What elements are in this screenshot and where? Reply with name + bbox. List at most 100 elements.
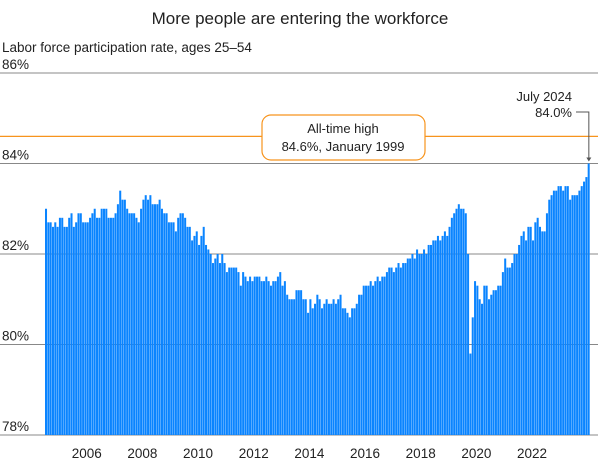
bar — [334, 303, 337, 435]
bar — [179, 213, 182, 435]
bar — [330, 303, 333, 435]
bar — [82, 222, 85, 435]
bar — [341, 308, 344, 435]
bar — [200, 235, 203, 435]
bar — [147, 199, 150, 435]
bar — [397, 263, 400, 435]
y-tick-label: 82% — [2, 238, 29, 253]
bar — [360, 294, 363, 435]
bar — [587, 163, 590, 435]
bar — [281, 285, 284, 435]
bar — [239, 285, 242, 435]
bar — [184, 217, 187, 435]
bar — [557, 186, 560, 435]
bar — [256, 276, 259, 435]
bar — [304, 299, 307, 435]
bar — [63, 226, 66, 435]
bar — [156, 204, 159, 435]
bar — [232, 267, 235, 435]
bar — [205, 244, 208, 435]
bar — [91, 213, 94, 435]
bar — [337, 299, 340, 435]
bar — [573, 195, 576, 435]
bar — [96, 217, 99, 435]
bar — [144, 195, 147, 435]
bar — [126, 208, 129, 435]
bar — [425, 254, 428, 435]
bar — [154, 204, 157, 435]
bar — [534, 222, 537, 435]
bar — [358, 294, 361, 435]
bar — [413, 258, 416, 435]
bar — [288, 299, 291, 435]
bar — [177, 217, 180, 435]
bar — [251, 281, 254, 435]
bar — [378, 281, 381, 435]
x-tick-label: 2022 — [517, 446, 547, 461]
bar — [499, 285, 502, 435]
bar — [109, 217, 112, 435]
bar — [566, 186, 569, 435]
bar — [283, 281, 286, 435]
bar — [160, 208, 163, 435]
bar — [462, 208, 465, 435]
bar — [416, 249, 419, 435]
bar — [559, 186, 562, 435]
bar — [260, 281, 263, 435]
bar — [497, 285, 500, 435]
bar — [151, 204, 154, 435]
bar — [541, 231, 544, 435]
bar — [263, 281, 266, 435]
bar — [355, 303, 358, 435]
bar — [186, 226, 189, 435]
bar — [583, 181, 586, 435]
bar — [207, 249, 210, 435]
bar — [309, 299, 312, 435]
bar — [351, 308, 354, 435]
bar — [478, 299, 481, 435]
bar — [274, 281, 277, 435]
bar — [267, 281, 270, 435]
bar — [367, 285, 370, 435]
bar — [195, 231, 198, 435]
bar — [388, 267, 391, 435]
bar — [165, 213, 168, 435]
x-tick-label: 2014 — [294, 446, 325, 461]
bar — [434, 240, 437, 435]
bar — [515, 254, 518, 435]
bar — [246, 281, 249, 435]
bar — [47, 222, 50, 435]
bar — [474, 281, 477, 435]
bar — [228, 267, 231, 435]
bar — [258, 276, 261, 435]
bar — [253, 276, 256, 435]
bar — [543, 231, 546, 435]
bar — [300, 290, 303, 435]
bar — [211, 263, 214, 435]
bar — [548, 199, 551, 435]
bar — [436, 235, 439, 435]
bar — [133, 213, 136, 435]
bar — [114, 213, 117, 435]
bar — [93, 208, 96, 435]
bar — [49, 222, 52, 435]
bar — [235, 267, 238, 435]
bar — [348, 317, 351, 435]
bar — [390, 267, 393, 435]
bar — [562, 190, 565, 435]
bar — [483, 285, 486, 435]
bar — [318, 299, 321, 435]
x-tick-label: 2010 — [183, 446, 213, 461]
bar — [585, 177, 588, 435]
bar — [327, 303, 330, 435]
bar — [216, 254, 219, 435]
bar — [149, 195, 152, 435]
bar — [116, 204, 119, 435]
bar — [249, 276, 252, 435]
bar — [209, 254, 212, 435]
bar — [467, 254, 470, 435]
bar — [441, 235, 444, 435]
bar — [460, 208, 463, 435]
bar — [121, 199, 124, 435]
bar — [448, 226, 451, 435]
